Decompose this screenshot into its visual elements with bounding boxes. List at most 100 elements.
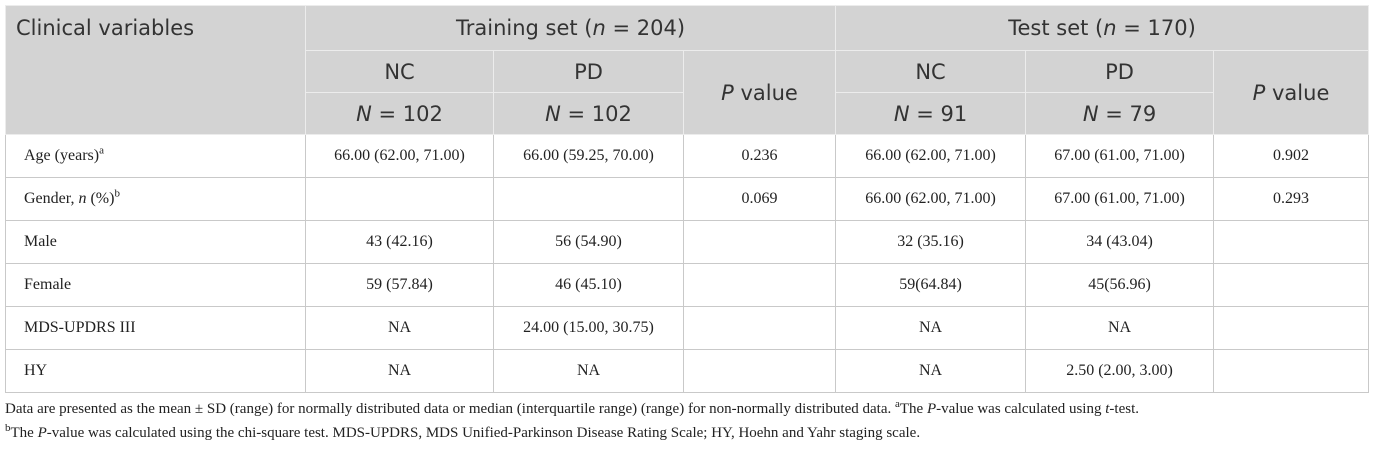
table-cell [1213, 263, 1370, 307]
table-row: MDS-UPDRS III NA 24.00 (15.00, 30.75) NA NA [5, 306, 1370, 350]
table-cell: 67.00 (61.00, 71.00) [1025, 134, 1215, 178]
text: = 170) [1116, 16, 1196, 40]
row-label: Male [5, 220, 306, 264]
text: -value was calculated using [936, 401, 1106, 417]
italic-text: N [356, 101, 372, 126]
text: Male [24, 233, 57, 250]
italic-text: P [37, 425, 47, 441]
subgroup-header: NC [835, 50, 1027, 93]
table-cell: 0.236 [682, 134, 837, 178]
text: -test. [1109, 401, 1139, 417]
text: HY [24, 362, 48, 379]
table-row: Male 43 (42.16) 56 (54.90) 32 (35.16) 34 (43… [5, 220, 1370, 264]
subgroup-count: N = 79 [1025, 92, 1215, 135]
table-cell: 0.293 [1213, 177, 1370, 221]
table-cell: 45(56.96) [1025, 263, 1215, 307]
table-cell: 46 (45.10) [493, 263, 684, 307]
text: = 102 [371, 101, 443, 126]
table-cell: 66.00 (62.00, 71.00) [835, 134, 1027, 178]
superscript: b [5, 422, 11, 434]
table-cell: NA [835, 306, 1027, 350]
text: Data are presented as the mean ± SD (ran… [5, 401, 895, 417]
table-cell [682, 220, 837, 264]
header-row: N = 102 N = 102 N = 91 N = 79 [6, 92, 1369, 135]
group-header: Training set (n = 204) [304, 5, 837, 51]
table-cell: 0.069 [682, 177, 837, 221]
table-row: HY NA NA NA 2.50 (2.00, 3.00) [5, 349, 1370, 393]
table-cell [1213, 349, 1370, 393]
p-value-header: P value [682, 50, 837, 135]
table-cell: 0.902 [1213, 134, 1370, 178]
text: Age (years) [24, 147, 100, 164]
text: value [1265, 80, 1330, 105]
table-row: Female 59 (57.84) 46 (45.10) 59(64.84) 45(56… [5, 263, 1370, 307]
subgroup-header: NC [305, 50, 494, 93]
text: Female [24, 276, 72, 293]
italic-text: N [1082, 101, 1099, 126]
italic-text: n [592, 16, 606, 40]
table-cell [682, 349, 837, 393]
subgroup-count: N = 91 [835, 92, 1027, 135]
italic-text: n [78, 190, 87, 207]
table-cell: 66.00 (59.25, 70.00) [493, 134, 684, 178]
table-cell [493, 177, 684, 221]
table-cell: NA [835, 349, 1027, 393]
row-label: MDS-UPDRS III [5, 306, 306, 350]
table-cell: 56 (54.90) [493, 220, 684, 264]
table-row: Age (years)a 66.00 (62.00, 71.00) 66.00 (5… [5, 134, 1370, 178]
header-row: Clinical variables Training set (n = 204)… [5, 5, 1370, 135]
table-header: Clinical variables Training set (n = 204)… [5, 5, 1370, 135]
row-label: Female [5, 263, 306, 307]
table-cell: 66.00 (62.00, 71.00) [835, 177, 1027, 221]
p-value-header: P value [1213, 50, 1370, 135]
text: = 204) [605, 16, 686, 40]
header-row: NC PD P value NC PD P value [6, 50, 1370, 135]
footnote-line: bThe P-value was calculated using the ch… [5, 421, 1368, 445]
italic-text: P [926, 401, 937, 417]
subgroup-count: N = 102 [493, 92, 684, 135]
text: Test set ( [1008, 16, 1104, 40]
text: = 102 [560, 101, 632, 126]
subgroup-header: PD [493, 50, 684, 93]
table-cell: NA [493, 349, 684, 393]
table-cell: 67.00 (61.00, 71.00) [1025, 177, 1215, 221]
table-cell: 59(64.84) [835, 263, 1027, 307]
text: The [10, 425, 38, 441]
table-cell: NA [1025, 306, 1215, 350]
superscript: a [99, 144, 104, 157]
header-cell: Clinical variables [5, 5, 306, 135]
table-cell [305, 177, 494, 221]
subgroup-count: N = 102 [305, 92, 494, 135]
row-label: Gender, n (%)b [5, 177, 306, 221]
table-cell: 66.00 (62.00, 71.00) [305, 134, 494, 178]
superscript: a [894, 398, 900, 410]
table-cell: NA [305, 306, 494, 350]
italic-text: N [545, 101, 561, 126]
table-row: Gender, n (%)b 0.069 66.00 (62.00, 71.00) 6… [5, 177, 1370, 221]
footnote-line: Data are presented as the mean ± SD (ran… [5, 397, 1368, 421]
table-cell [682, 306, 837, 350]
text: value [733, 80, 798, 105]
row-label: Age (years)a [5, 134, 306, 178]
italic-text: t [1105, 401, 1110, 417]
group-header: Test set (n = 170) [835, 5, 1370, 51]
table-cell: 32 (35.16) [835, 220, 1027, 264]
text: MDS-UPDRS III [24, 319, 136, 336]
table-body: Age (years)a 66.00 (62.00, 71.00) 66.00 (5… [5, 134, 1370, 393]
italic-text: N [893, 101, 910, 126]
text: The [899, 401, 927, 417]
superscript: b [114, 187, 120, 200]
text: Training set ( [455, 16, 593, 40]
table-cell [1213, 306, 1370, 350]
table-cell: 59 (57.84) [305, 263, 494, 307]
italic-text: P [1252, 80, 1266, 105]
table-cell [1213, 220, 1370, 264]
row-label: HY [5, 349, 306, 393]
table-cell: 43 (42.16) [305, 220, 494, 264]
text: = 79 [1098, 101, 1157, 126]
italic-text: n [1103, 16, 1117, 40]
table-cell: 34 (43.04) [1025, 220, 1215, 264]
table-container: Clinical variables Training set (n = 204)… [5, 5, 1370, 445]
footnote: Data are presented as the mean ± SD (ran… [5, 397, 1368, 445]
